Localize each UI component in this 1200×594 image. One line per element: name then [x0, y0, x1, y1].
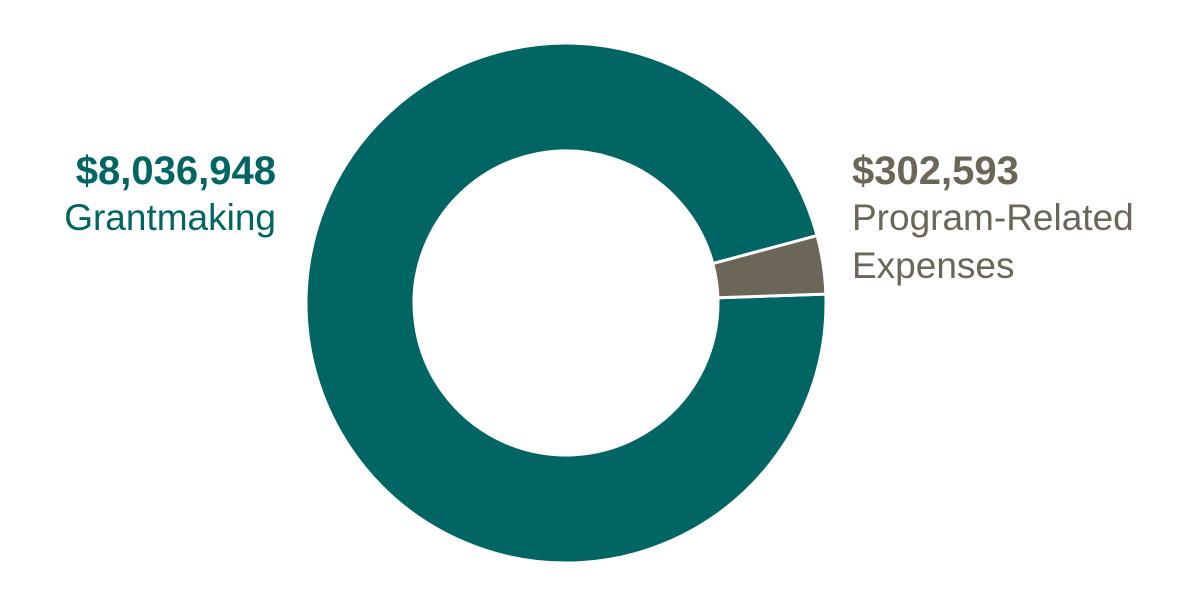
donut-slice-program-related: [710, 233, 828, 300]
grantmaking-name: Grantmaking: [64, 197, 276, 238]
donut-slice-grantmaking: [304, 41, 828, 565]
grantmaking-amount: $8,036,948: [75, 149, 276, 193]
program-related-name-line-1: Program-Related: [852, 197, 1134, 238]
program-related-name-line-2: Expenses: [852, 245, 1015, 286]
slice-label-grantmaking: $8,036,948 Grantmaking: [64, 148, 276, 242]
slice-label-program-related: $302,593 Program-Related Expenses: [852, 148, 1134, 290]
program-related-amount: $302,593: [852, 149, 1019, 193]
program-related-name: Program-Related Expenses: [852, 194, 1134, 290]
